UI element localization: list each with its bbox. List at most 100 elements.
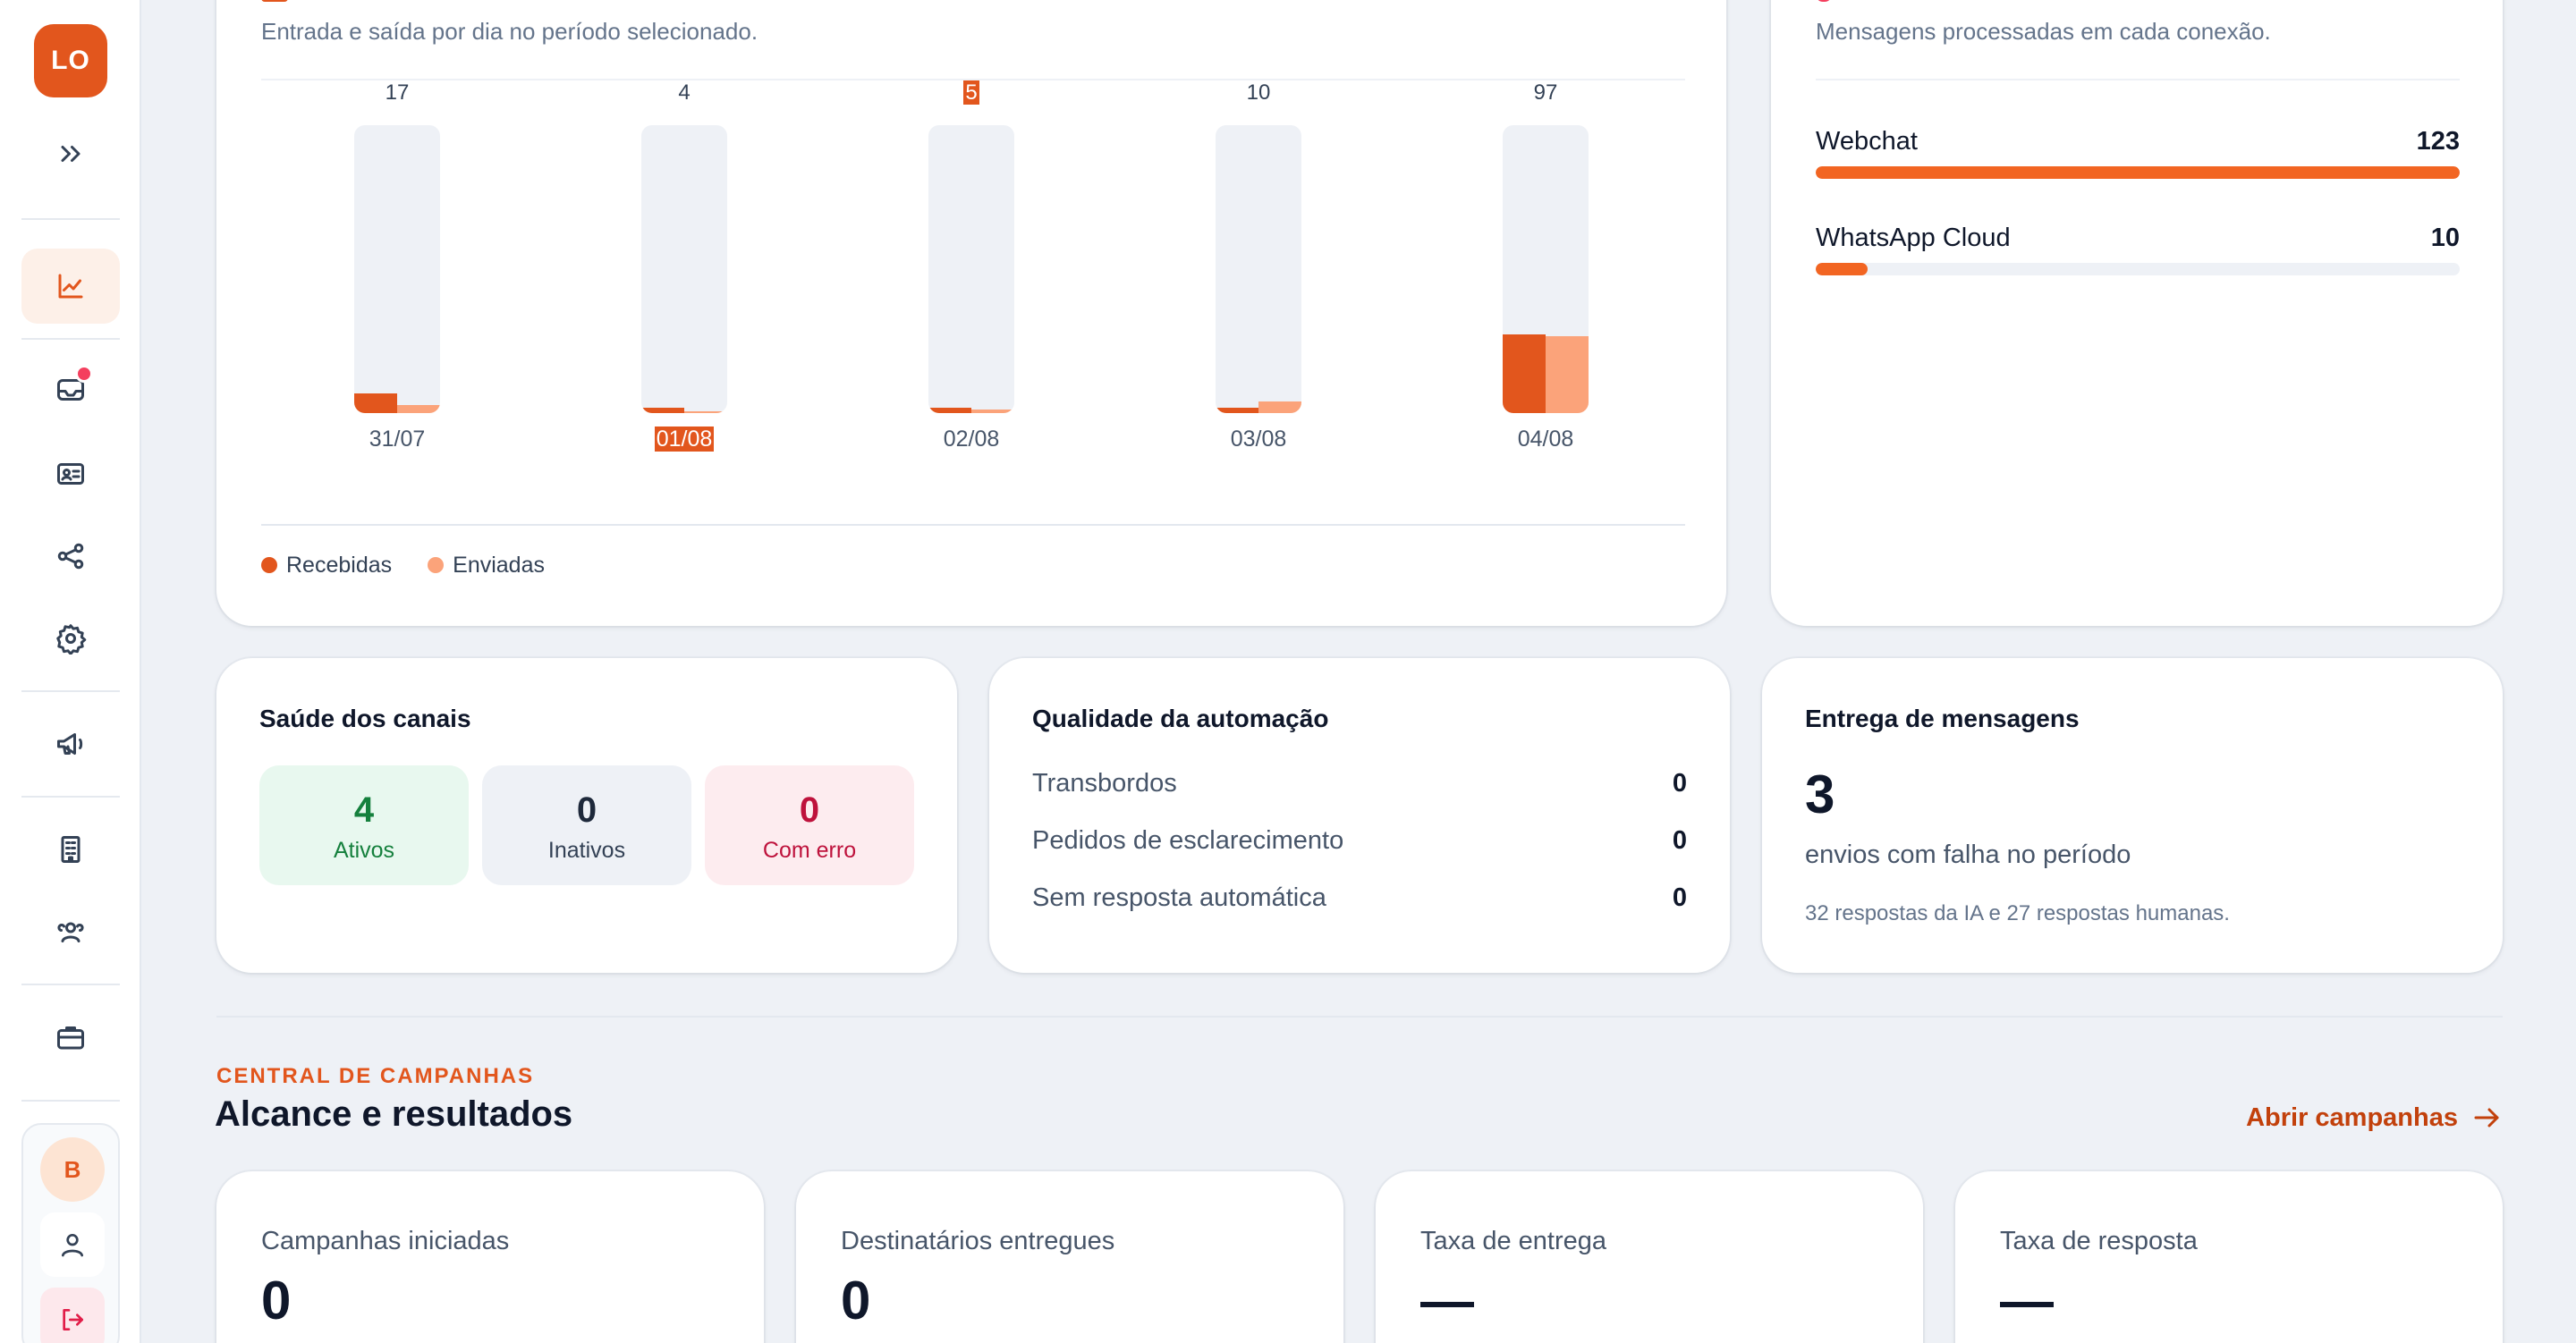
card-title: Saúde dos canais <box>259 705 471 732</box>
sidebar-divider <box>21 218 120 220</box>
metric-value: 0 <box>841 1271 871 1330</box>
quality-label: Sem resposta automática <box>1032 883 1326 912</box>
tile-label: Com erro <box>762 838 857 863</box>
user-icon <box>62 1234 83 1257</box>
metric-value: — <box>1420 1271 1474 1330</box>
team-icon[interactable] <box>21 894 120 969</box>
card-title: Qualidade da automação <box>1032 705 1329 732</box>
chart-legend: Recebidas Enviadas <box>261 553 545 579</box>
sidebar-divider <box>21 796 120 798</box>
arrow-right-icon <box>2474 1108 2499 1128</box>
connection-name: Webchat <box>1816 127 1918 156</box>
connection-progress-fill <box>1816 263 1868 275</box>
quality-row: Transbordos 0 <box>1032 769 1687 798</box>
automation-quality-card: Qualidade da automação <box>989 658 1730 973</box>
x-tick-label: 31/07 <box>336 427 458 452</box>
metric-value: — <box>2000 1271 2054 1330</box>
tile-value: 0 <box>576 790 597 830</box>
metric-label: Taxa de entrega <box>1420 1227 1606 1255</box>
metric-card-recipients-delivered: Destinatários entregues 0 <box>796 1171 1343 1343</box>
legend-label: Enviadas <box>453 553 545 578</box>
connection-value: 10 <box>2430 224 2460 252</box>
connection-name: WhatsApp Cloud <box>1816 224 2011 252</box>
bar-sent <box>684 411 727 413</box>
x-tick-text: 02/08 <box>943 427 1000 452</box>
tile-value: 0 <box>799 790 820 830</box>
x-tick-text: 03/08 <box>1230 427 1287 452</box>
bar-received <box>354 393 397 413</box>
x-tick-text: 04/08 <box>1517 427 1574 452</box>
contact-card-icon[interactable] <box>21 436 120 511</box>
connections-card: Mensagens processadas em cada conexão. <box>1771 0 2503 626</box>
bar-track <box>928 125 1014 413</box>
quality-value: 0 <box>1672 883 1687 912</box>
chart-icon[interactable] <box>21 249 120 324</box>
sidebar: LO B <box>0 0 141 1343</box>
bar-received <box>641 408 684 413</box>
chart-baseline <box>261 524 1685 526</box>
connection-value: 123 <box>2416 127 2460 156</box>
card-subtitle: Entrada e saída por dia no período selec… <box>261 18 758 45</box>
divider <box>1816 79 2460 80</box>
bar-total-label: 4 <box>641 80 727 106</box>
section-eyebrow: CENTRAL DE CAMPANHAS <box>216 1064 535 1088</box>
logout-button[interactable] <box>40 1288 105 1343</box>
card-title: Entrega de mensagens <box>1805 705 2080 732</box>
quality-value: 0 <box>1672 769 1687 798</box>
bar-sent <box>1258 401 1301 413</box>
notification-badge <box>75 365 93 383</box>
x-tick-label: 02/08 <box>911 427 1032 452</box>
settings-icon[interactable] <box>21 601 120 676</box>
metric-card-response-rate: Taxa de resposta — <box>1955 1171 2503 1343</box>
avatar[interactable]: B <box>40 1137 105 1202</box>
bar-received <box>1216 408 1258 413</box>
bar-track <box>641 125 727 413</box>
card-title-icon <box>261 0 288 2</box>
quality-row: Sem resposta automática 0 <box>1032 883 1687 913</box>
section-title: Alcance e resultados <box>215 1094 573 1134</box>
legend-swatch <box>261 557 277 573</box>
open-campaigns-link[interactable]: Abrir campanhas <box>2246 1102 2503 1134</box>
divider <box>261 79 1685 80</box>
quality-label: Transbordos <box>1032 769 1177 798</box>
logout-icon <box>63 1309 83 1330</box>
legend-item-sent: Enviadas <box>428 553 545 579</box>
x-tick-label: 01/08 <box>623 427 745 452</box>
message-delivery-card: Entrega de mensagens 3 envios com falha … <box>1762 658 2503 973</box>
megaphone-icon[interactable] <box>21 706 120 781</box>
workspace-logo[interactable]: LO <box>34 24 107 97</box>
bar-total-label: 10 <box>1216 80 1301 106</box>
bar-track <box>1503 125 1589 413</box>
sidebar-divider <box>21 984 120 985</box>
tile-value: 4 <box>353 790 375 830</box>
metric-label: Taxa de resposta <box>2000 1227 2198 1255</box>
chevrons-right-icon[interactable] <box>21 116 120 191</box>
connection-progress <box>1816 166 2460 179</box>
bar-received <box>928 408 971 413</box>
tile-label: Inativos <box>547 838 626 863</box>
inbox-icon[interactable] <box>21 352 120 427</box>
health-tile-active[interactable]: 4 Ativos <box>259 765 469 885</box>
bar-sent <box>1546 336 1589 413</box>
health-tile-inactive[interactable]: 0 Inativos <box>482 765 691 885</box>
bar-total-value: 10 <box>1246 80 1271 105</box>
metric-label: Campanhas iniciadas <box>261 1227 510 1255</box>
x-tick-label: 04/08 <box>1485 427 1606 452</box>
legend-item-received: Recebidas <box>261 553 392 579</box>
quality-value: 0 <box>1672 826 1687 855</box>
bar-total-value: 17 <box>385 80 410 105</box>
quality-label: Pedidos de esclarecimento <box>1032 826 1344 855</box>
daily-messages-card: Entrada e saída por dia no período selec… <box>216 0 1726 626</box>
share-icon[interactable] <box>21 519 120 594</box>
profile-button[interactable] <box>40 1212 105 1277</box>
bar-received <box>1503 334 1546 413</box>
bar-total-label: 17 <box>354 80 440 106</box>
delivery-failures-value: 3 <box>1805 764 1835 824</box>
tile-label: Ativos <box>333 838 395 863</box>
briefcase-icon[interactable] <box>21 1000 120 1075</box>
health-tile-error[interactable]: 0 Com erro <box>705 765 914 885</box>
connection-progress <box>1816 263 2460 275</box>
building-icon[interactable] <box>21 812 120 887</box>
section-divider <box>216 1016 2503 1018</box>
bar-sent <box>397 405 440 413</box>
